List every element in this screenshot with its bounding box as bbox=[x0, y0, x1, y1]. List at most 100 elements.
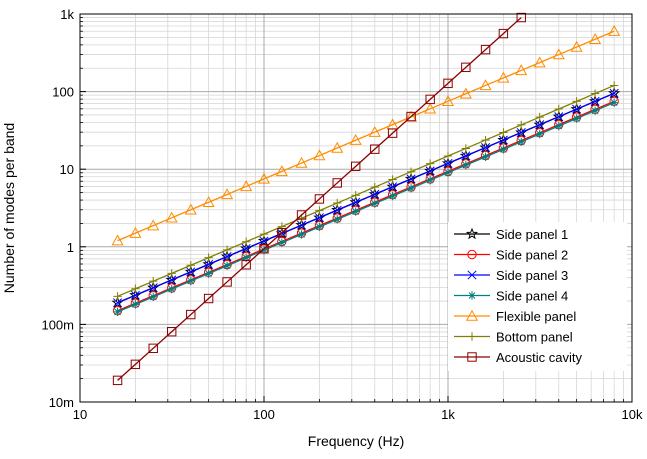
data-point-marker bbox=[259, 244, 269, 254]
data-point-marker bbox=[479, 79, 492, 91]
data-point-marker bbox=[425, 159, 435, 168]
data-point-marker bbox=[609, 81, 619, 90]
data-point-marker bbox=[222, 252, 232, 262]
x-tick-label: 10 bbox=[73, 407, 87, 422]
data-point-marker bbox=[149, 276, 158, 286]
y-tick-label: 1 bbox=[67, 240, 74, 255]
data-point-marker bbox=[148, 283, 158, 293]
data-point-marker bbox=[572, 97, 581, 106]
data-point-marker bbox=[370, 182, 379, 192]
data-point-marker bbox=[203, 293, 214, 304]
data-point-marker bbox=[351, 207, 360, 216]
data-point-marker bbox=[516, 127, 526, 138]
data-point-marker bbox=[129, 226, 142, 238]
data-point-marker bbox=[590, 89, 600, 98]
data-point-marker bbox=[425, 166, 435, 176]
data-point-marker bbox=[481, 152, 490, 162]
data-point-marker bbox=[204, 259, 214, 269]
x-tick-label: 1k bbox=[441, 407, 455, 422]
data-point-marker bbox=[259, 245, 269, 255]
data-point-marker bbox=[443, 158, 453, 168]
data-point-marker bbox=[368, 125, 381, 137]
data-point-marker bbox=[554, 121, 563, 131]
data-point-marker bbox=[406, 184, 416, 193]
data-point-marker bbox=[113, 298, 123, 308]
y-tick-label: 10 bbox=[60, 162, 74, 177]
data-point-marker bbox=[295, 156, 308, 168]
x-tick-label: 10k bbox=[622, 407, 643, 422]
legend-item: Side panel 1 bbox=[454, 227, 568, 242]
data-point-marker bbox=[204, 253, 213, 262]
data-point-marker bbox=[499, 145, 508, 154]
data-point-marker bbox=[516, 12, 526, 23]
legend-label: Bottom panel bbox=[496, 330, 573, 345]
data-point-marker bbox=[370, 189, 380, 199]
data-point-marker bbox=[497, 71, 510, 83]
data-point-marker bbox=[425, 175, 435, 185]
data-point-marker bbox=[535, 112, 544, 122]
data-point-marker bbox=[130, 290, 140, 300]
series-bottom-panel bbox=[113, 81, 619, 301]
data-point-marker bbox=[222, 245, 232, 255]
y-tick-labels: 10m 100m 1 10 100 1k bbox=[41, 7, 74, 410]
data-point-marker bbox=[517, 120, 526, 130]
data-point-marker bbox=[461, 62, 471, 73]
legend-marker bbox=[467, 291, 477, 300]
data-point-marker bbox=[499, 128, 508, 137]
data-point-marker bbox=[350, 161, 361, 172]
data-point-marker bbox=[459, 87, 472, 99]
data-point-marker bbox=[314, 194, 325, 204]
data-point-marker bbox=[443, 78, 453, 89]
data-point-marker bbox=[186, 309, 196, 320]
series-side-panel-4 bbox=[113, 98, 619, 317]
series-line bbox=[117, 17, 522, 381]
data-point-marker bbox=[554, 104, 563, 114]
legend-label: Side panel 3 bbox=[496, 268, 568, 283]
y-axis-label: Number of modes per band bbox=[1, 123, 17, 293]
data-point-marker bbox=[333, 198, 342, 208]
data-point-marker bbox=[481, 135, 490, 145]
data-point-marker bbox=[387, 128, 398, 138]
data-point-marker bbox=[222, 261, 232, 270]
data-point-marker bbox=[480, 44, 491, 55]
x-axis-label: Frequency (Hz) bbox=[308, 433, 404, 449]
data-point-marker bbox=[241, 237, 251, 246]
legend-marker bbox=[467, 270, 477, 280]
legend-marker bbox=[467, 249, 477, 260]
legend-item: Acoustic cavity bbox=[454, 350, 582, 365]
data-point-marker bbox=[166, 327, 177, 337]
data-point-marker bbox=[204, 269, 213, 278]
y-tick-label: 10m bbox=[49, 395, 74, 410]
data-point-marker bbox=[131, 300, 140, 309]
data-point-marker bbox=[241, 260, 251, 270]
data-point-marker bbox=[533, 56, 546, 68]
data-point-marker bbox=[240, 180, 253, 192]
legend-item: Side panel 3 bbox=[454, 268, 568, 283]
data-point-marker bbox=[609, 88, 619, 98]
legend-label: Flexible panel bbox=[496, 309, 576, 324]
data-point-marker bbox=[388, 182, 398, 192]
data-point-marker bbox=[608, 24, 621, 36]
data-point-marker bbox=[184, 203, 197, 215]
data-point-marker bbox=[461, 144, 471, 153]
data-point-marker bbox=[590, 96, 600, 106]
data-point-marker bbox=[149, 292, 158, 302]
data-point-marker bbox=[314, 213, 324, 223]
data-point-marker bbox=[202, 196, 215, 207]
data-point-marker bbox=[481, 143, 491, 153]
data-point-marker bbox=[186, 261, 195, 270]
data-point-marker bbox=[186, 267, 196, 277]
series-line bbox=[117, 100, 615, 312]
data-point-marker bbox=[332, 178, 342, 188]
legend-item: Side panel 4 bbox=[454, 289, 568, 304]
legend-marker bbox=[465, 227, 479, 240]
data-point-marker bbox=[351, 191, 360, 200]
data-point-marker bbox=[515, 64, 528, 76]
data-point-marker bbox=[351, 197, 361, 207]
data-point-marker bbox=[241, 243, 251, 254]
x-tick-label: 100 bbox=[253, 407, 275, 422]
legend-box bbox=[448, 222, 627, 371]
legend-label: Side panel 2 bbox=[496, 248, 568, 263]
y-tick-label: 100 bbox=[52, 85, 74, 100]
series-line bbox=[117, 102, 615, 313]
